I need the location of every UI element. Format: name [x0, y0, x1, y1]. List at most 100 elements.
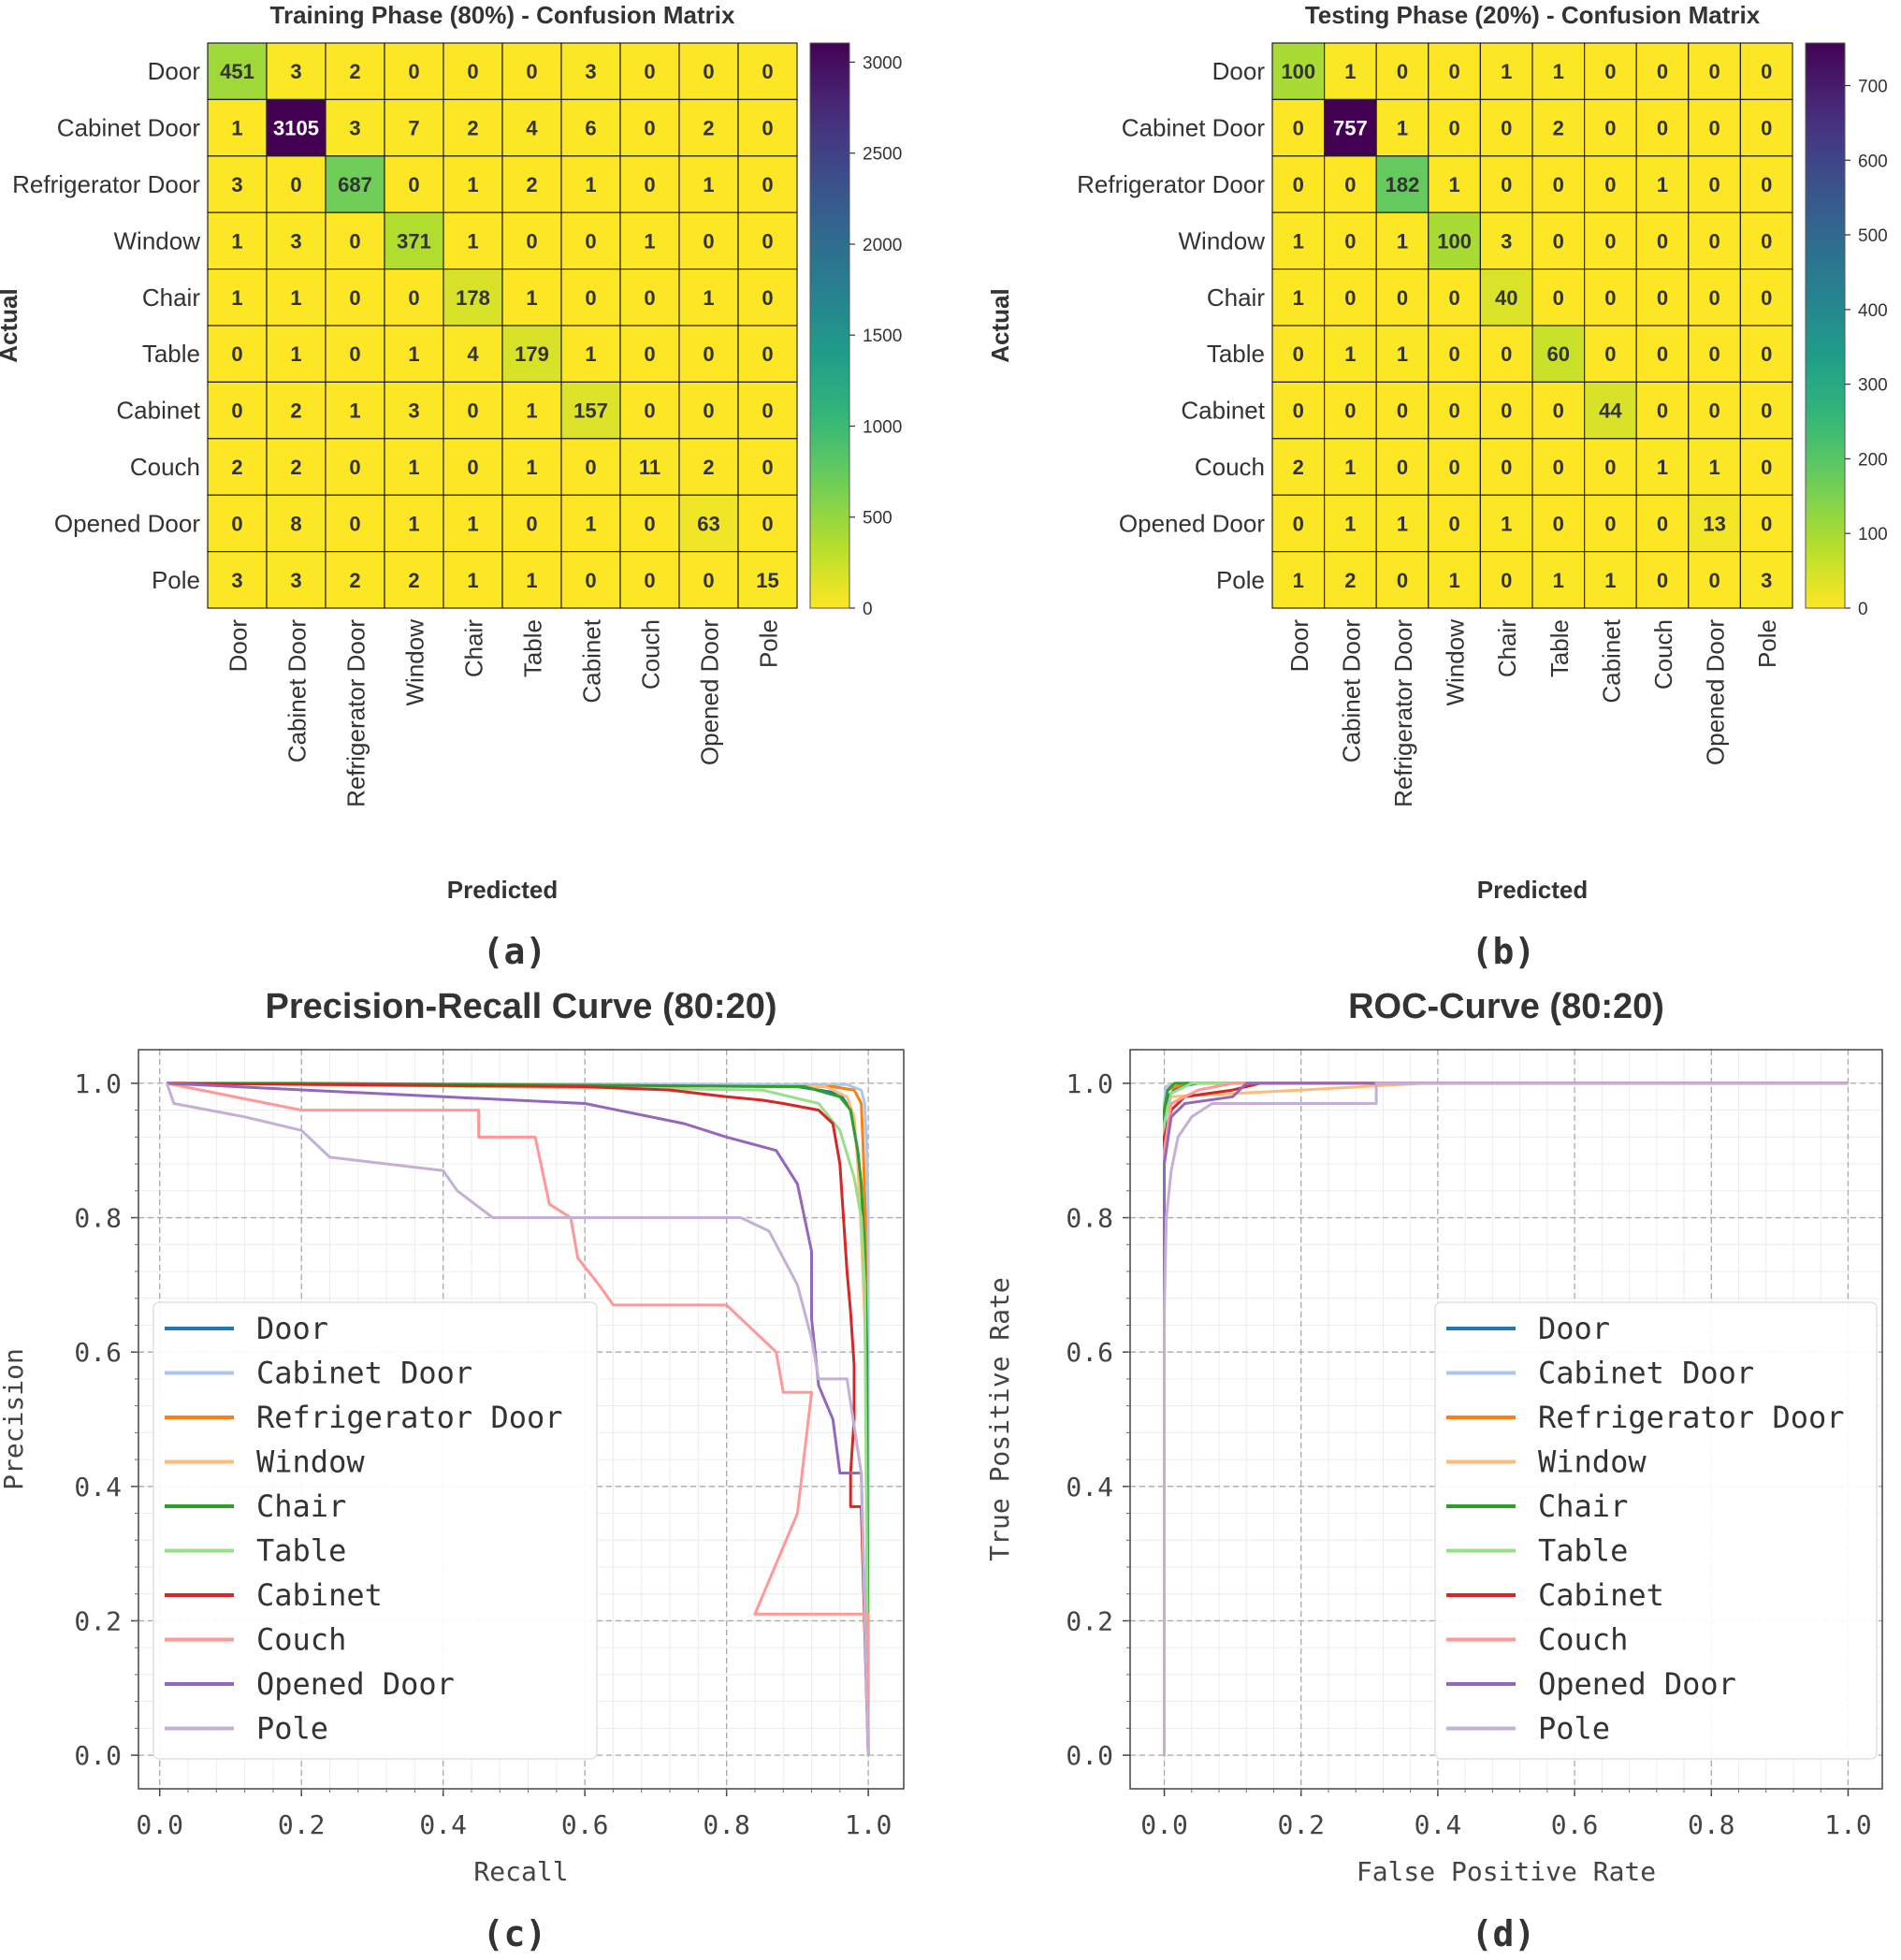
- heatmap-cell: [443, 269, 503, 327]
- heatmap-title: Testing Phase (20%) - Confusion Matrix: [1305, 1, 1761, 29]
- colorbar-tick-label: 0: [1858, 600, 1868, 619]
- cell-value: 8: [290, 512, 301, 535]
- legend-label-pole: Pole: [256, 1711, 328, 1747]
- heatmap-cell: [325, 438, 385, 496]
- cell-value: 0: [762, 60, 773, 83]
- heatmap-cell: [1323, 98, 1377, 157]
- legend-label-window: Window: [1538, 1445, 1647, 1480]
- cell-value: 0: [585, 456, 596, 479]
- cell-value: 2: [1344, 569, 1356, 592]
- x-tick-label-window: Window: [1442, 619, 1470, 706]
- heatmap-cell: [1583, 438, 1637, 496]
- x-tick-label: 0.6: [1551, 1809, 1599, 1840]
- heatmap-cell: [325, 494, 385, 553]
- heatmap-cell: [325, 325, 385, 384]
- cell-value: 0: [1344, 399, 1356, 423]
- confusion-matrix-training: Training Phase (80%) - Confusion Matrix 4…: [0, 1, 902, 904]
- cell-value: 0: [644, 117, 655, 140]
- cell-value: 11: [639, 456, 660, 479]
- cell-value: 1: [1708, 456, 1720, 479]
- heatmap-cell: [207, 211, 268, 270]
- heatmap-cell: [619, 269, 680, 327]
- heatmap-cell: [501, 42, 562, 101]
- x-tick-label-cabinet-door: Cabinet Door: [1337, 619, 1365, 763]
- cell-value: 0: [1553, 512, 1564, 535]
- y-tick-label-couch: Couch: [130, 453, 200, 481]
- cell-value: 44: [1599, 399, 1622, 423]
- cell-value: 2: [349, 60, 360, 83]
- series-line-pole: [1163, 1082, 1849, 1756]
- heatmap-cell: [1323, 550, 1377, 609]
- cell-value: 0: [349, 229, 360, 253]
- cell-value: 0: [526, 229, 537, 253]
- heatmap-cell: [619, 98, 680, 157]
- cell-value: 0: [1657, 60, 1668, 83]
- legend-label-cabinet: Cabinet: [1538, 1577, 1664, 1613]
- y-axis-label: True Positive Rate: [984, 1277, 1015, 1561]
- heatmap-cell: [266, 494, 327, 553]
- heatmap-cell: [678, 98, 739, 157]
- heatmap-cell: [619, 155, 680, 213]
- cell-value: 3105: [273, 117, 319, 140]
- colorbar-tick-label: 2000: [863, 236, 902, 255]
- heatmap-cell: [501, 211, 562, 270]
- y-tick-label-opened-door: Opened Door: [54, 509, 200, 537]
- heatmap-cell: [384, 494, 444, 553]
- cell-value: 0: [762, 173, 773, 196]
- heatmap-cell: [501, 325, 562, 384]
- heatmap-cell: [1635, 98, 1690, 157]
- cell-value: 0: [1397, 60, 1408, 83]
- heatmap-cell: [1635, 438, 1690, 496]
- cell-value: 1: [1501, 60, 1512, 83]
- legend: Door Cabinet Door Refrigerator Door Window C…: [152, 1301, 598, 1760]
- cell-value: 0: [1708, 173, 1720, 196]
- cell-value: 0: [1448, 60, 1459, 83]
- y-tick-label-chair: Chair: [1207, 283, 1265, 312]
- cell-value: 0: [1553, 173, 1564, 196]
- heatmap-cell: [1375, 211, 1429, 270]
- heatmap-cell: [560, 269, 621, 327]
- cell-value: 1: [1448, 569, 1459, 592]
- x-tick-label-refrigerator-door: Refrigerator Door: [1389, 619, 1417, 807]
- heatmap-cell: [207, 550, 268, 609]
- cell-value: 0: [1501, 569, 1512, 592]
- cell-value: 0: [703, 342, 714, 366]
- cell-value: 0: [585, 569, 596, 592]
- legend-label-door: Door: [1538, 1311, 1610, 1346]
- legend-label-opened-door: Opened Door: [1538, 1666, 1736, 1702]
- x-tick-label-opened-door: Opened Door: [1702, 619, 1730, 765]
- cell-value: 6: [585, 117, 596, 140]
- cell-value: 0: [467, 456, 478, 479]
- cell-value: 1: [1657, 456, 1668, 479]
- colorbar-tick-label: 1500: [863, 327, 902, 346]
- heatmap-cell: [1531, 494, 1586, 553]
- heatmap-cell: [1583, 494, 1637, 553]
- cell-value: 1: [703, 286, 714, 310]
- cell-value: 1: [644, 229, 655, 253]
- cell-value: 0: [1657, 399, 1668, 423]
- plot-frame: [138, 1049, 905, 1790]
- cell-value: 0: [349, 512, 360, 535]
- x-tick-label-table: Table: [519, 619, 547, 677]
- heatmap-cell: [560, 550, 621, 609]
- cell-value: 0: [1708, 286, 1720, 310]
- cell-value: 0: [1761, 117, 1772, 140]
- cell-value: 0: [1657, 342, 1668, 366]
- heatmap-cell: [678, 550, 739, 609]
- cell-value: 1: [467, 512, 478, 535]
- x-tick-label: 0.2: [278, 1809, 326, 1840]
- x-axis-label: Predicted: [447, 876, 559, 904]
- cell-value: 1: [349, 399, 360, 423]
- cell-value: 1: [585, 512, 596, 535]
- cell-value: 1: [290, 342, 301, 366]
- cell-value: 1: [1293, 229, 1304, 253]
- heatmap-cell: [737, 42, 798, 101]
- legend-label-chair: Chair: [1538, 1488, 1628, 1524]
- legend-label-chair: Chair: [256, 1488, 346, 1524]
- y-tick-label-door: Door: [148, 57, 201, 85]
- heatmap-cell: [560, 98, 621, 157]
- cell-value: 0: [1344, 229, 1356, 253]
- y-tick-label-pole: Pole: [1216, 566, 1265, 594]
- cell-value: 0: [1657, 117, 1668, 140]
